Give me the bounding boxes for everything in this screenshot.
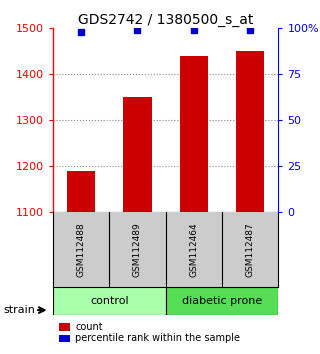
Bar — [166, 287, 278, 315]
Text: count: count — [75, 322, 103, 332]
Bar — [67, 171, 95, 212]
Bar — [180, 56, 208, 212]
Text: GSM112487: GSM112487 — [246, 222, 255, 277]
Text: strain: strain — [3, 305, 35, 315]
Bar — [123, 97, 151, 212]
Title: GDS2742 / 1380500_s_at: GDS2742 / 1380500_s_at — [78, 13, 253, 27]
Text: control: control — [90, 296, 129, 306]
Text: GSM112464: GSM112464 — [189, 222, 198, 277]
Text: GSM112488: GSM112488 — [76, 222, 85, 277]
Text: GSM112489: GSM112489 — [133, 222, 142, 277]
Bar — [236, 51, 264, 212]
Bar — [53, 287, 166, 315]
Text: diabetic prone: diabetic prone — [182, 296, 262, 306]
Text: percentile rank within the sample: percentile rank within the sample — [75, 333, 240, 343]
